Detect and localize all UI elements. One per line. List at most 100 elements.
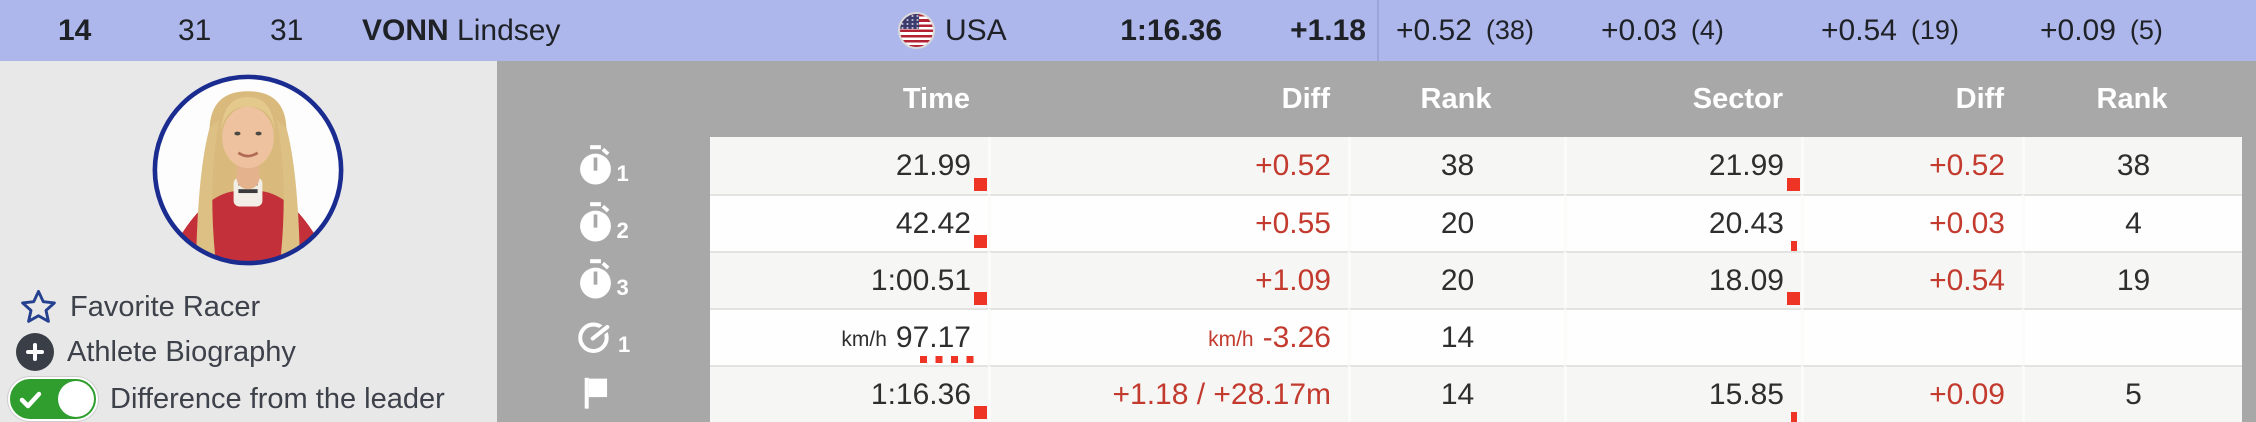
- difference-from-leader-label: Difference from the leader: [110, 382, 445, 415]
- racer-name: VONN Lindsey: [362, 0, 560, 61]
- diff-value: +0.52: [1255, 148, 1331, 182]
- diff-cell: +0.52: [988, 137, 1348, 194]
- progress-marker: [974, 292, 987, 305]
- sector-rank-value: 5: [2125, 377, 2142, 411]
- speed-index: 1: [618, 331, 631, 357]
- header-spacer: [497, 61, 710, 137]
- sector-summary-3: +0.54 (19): [1821, 0, 1959, 61]
- sector-summary-4: +0.09 (5): [2040, 0, 2163, 61]
- athlete-biography-label: Athlete Biography: [67, 335, 296, 368]
- progress-marker: [1787, 178, 1800, 191]
- stopwatch-icon: 3: [497, 251, 710, 308]
- total-time: 1:16.36: [1120, 14, 1222, 47]
- sector-value: 18.09: [1708, 263, 1784, 297]
- sector-rank-value: 4: [2125, 206, 2142, 240]
- sector-rank: (5): [2129, 15, 2163, 45]
- time-cell: 21.99: [710, 137, 988, 194]
- progress-marker: [1787, 292, 1800, 305]
- time-value: 21.99: [895, 148, 971, 182]
- favorite-racer-label: Favorite Racer: [70, 291, 261, 323]
- speed-diff-cell: km/h -3.26: [988, 308, 1348, 365]
- rank-value: 14: [1440, 320, 1475, 354]
- rank-value: 38: [1440, 148, 1475, 182]
- speed-value: 97.17: [895, 320, 971, 354]
- diff-value: +0.55: [1255, 206, 1331, 240]
- split-index: 3: [616, 274, 629, 300]
- sector-cell: 18.09: [1564, 251, 1801, 308]
- sector-diff: +0.54: [1821, 14, 1897, 47]
- sector-diff: +0.03: [1601, 14, 1677, 47]
- rank-value: 20: [1440, 206, 1475, 240]
- favorite-racer-control[interactable]: Favorite Racer: [18, 287, 260, 328]
- racer-first-name: Lindsey: [457, 14, 561, 47]
- rank-cell: 20: [1348, 194, 1564, 251]
- header-divider: [1377, 0, 1379, 61]
- sector-summary-1: +0.52 (38): [1396, 0, 1534, 61]
- country-code: USA: [945, 14, 1007, 47]
- sector-diff-value: +0.09: [1929, 377, 2005, 411]
- stopwatch-icon: 1: [497, 137, 710, 194]
- sector-summary-2: +0.03 (4): [1601, 0, 1724, 61]
- speed-cell: km/h 97.17: [710, 308, 988, 365]
- time-cell: 1:16.36: [710, 365, 988, 422]
- athlete-photo: [152, 74, 344, 266]
- col-header-time: Time: [902, 82, 970, 115]
- sector-diff: +0.09: [2040, 14, 2116, 47]
- diff-value: +1.09: [1255, 263, 1331, 297]
- diff-cell: +0.55: [988, 194, 1348, 251]
- sector-diff-cell: +0.09: [1801, 365, 2022, 422]
- difference-from-leader-control[interactable]: Difference from the leader: [8, 377, 445, 421]
- check-icon: [19, 391, 42, 409]
- time-cell: 1:00.51: [710, 251, 988, 308]
- progress-marker: [1791, 412, 1797, 422]
- rank-cell: 38: [1348, 137, 1564, 194]
- progress-marker: [974, 406, 987, 419]
- sector-value: 15.85: [1708, 377, 1784, 411]
- difference-toggle[interactable]: [8, 377, 98, 421]
- sector-rank-cell: [2022, 308, 2242, 365]
- col-header-sector-diff: Diff: [1955, 82, 2004, 115]
- bib-number: 14: [58, 14, 92, 47]
- time-value: 1:16.36: [870, 377, 971, 411]
- time-value: 42.42: [895, 206, 971, 240]
- sector-rank-cell: 5: [2022, 365, 2242, 422]
- total-diff: +1.18: [1290, 14, 1366, 47]
- rank-cell: 14: [1348, 308, 1564, 365]
- athlete-side-panel: Favorite Racer Athlete Biography Differe…: [0, 61, 497, 422]
- progress-marker: [1791, 241, 1797, 251]
- sector-diff-cell: +0.03: [1801, 194, 2022, 251]
- split-index: 2: [616, 217, 629, 243]
- racer-last-name: VONN: [362, 14, 449, 47]
- athlete-biography-control[interactable]: Athlete Biography: [16, 333, 296, 371]
- racer-header-row[interactable]: 14 31 31 VONN Lindsey USA 1:16.36 +1.18 …: [0, 0, 2256, 61]
- sector-diff-cell: [1801, 308, 2022, 365]
- sector-diff-cell: +0.54: [1801, 251, 2022, 308]
- rank-number: 31: [270, 14, 304, 47]
- speedometer-icon: 1: [497, 308, 710, 365]
- progress-marker: [974, 178, 987, 191]
- progress-marker: [920, 356, 980, 363]
- usa-flag-icon: [898, 12, 935, 49]
- start-number: 31: [178, 14, 212, 47]
- col-header-rank: Rank: [1420, 82, 1492, 115]
- split-index: 1: [616, 160, 629, 186]
- sector-rank: (4): [1690, 15, 1724, 45]
- speed-diff-unit: km/h: [1208, 327, 1254, 351]
- sector-rank: (38): [1485, 15, 1534, 45]
- sector-cell: 21.99: [1564, 137, 1801, 194]
- sector-rank-cell: 4: [2022, 194, 2242, 251]
- toggle-knob: [58, 381, 94, 417]
- sector-cell: 20.43: [1564, 194, 1801, 251]
- plus-icon[interactable]: [16, 333, 54, 371]
- sector-cell: 15.85: [1564, 365, 1801, 422]
- progress-marker: [974, 235, 987, 248]
- speed-diff-value: -3.26: [1262, 320, 1331, 354]
- star-icon[interactable]: [18, 287, 59, 328]
- sector-rank-cell: 19: [2022, 251, 2242, 308]
- splits-table: Time Diff Rank Sector Diff Rank 1 21.99 …: [497, 61, 2256, 422]
- sector-diff-cell: +0.52: [1801, 137, 2022, 194]
- col-header-diff: Diff: [1281, 82, 1330, 115]
- flag-canton: [900, 14, 919, 29]
- sector-diff-value: +0.54: [1929, 263, 2005, 297]
